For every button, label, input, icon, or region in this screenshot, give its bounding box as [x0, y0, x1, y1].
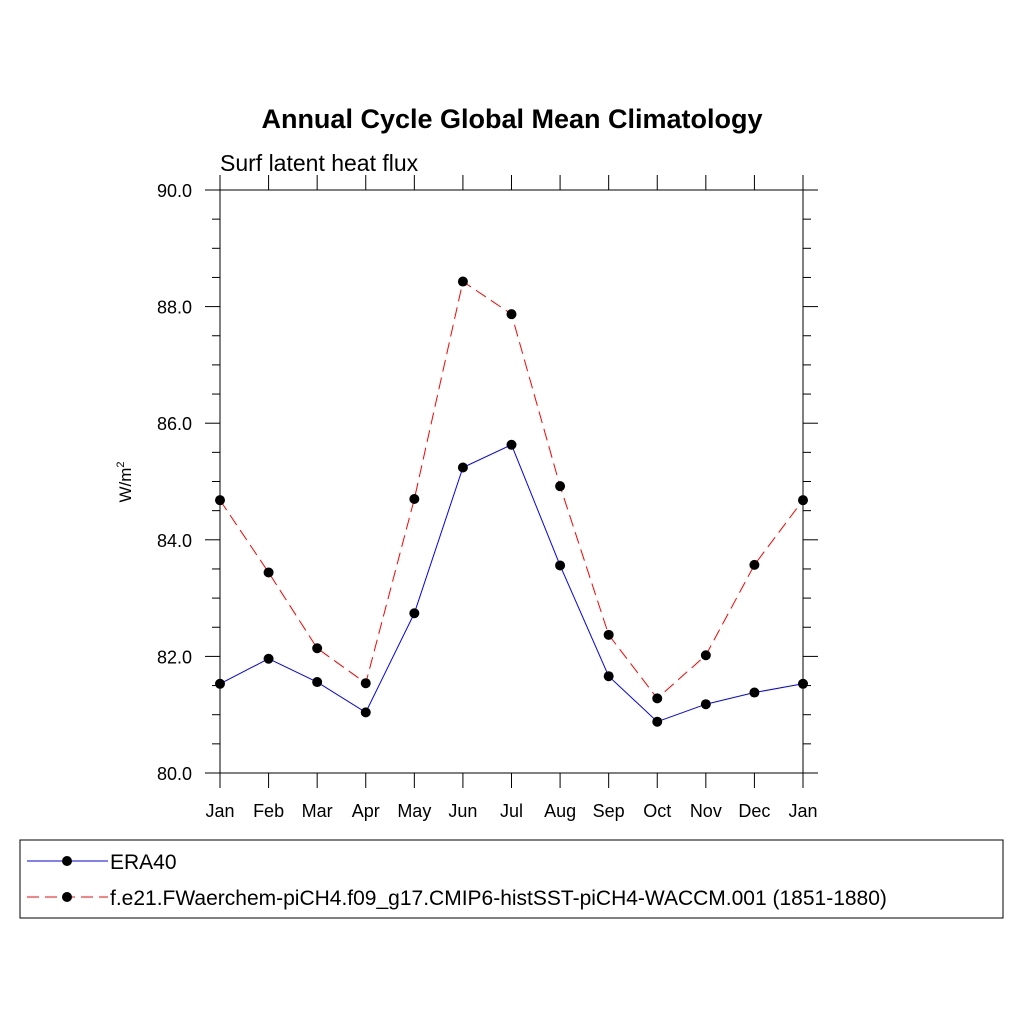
y-tick-label: 86.0 — [157, 414, 192, 434]
legend-label-era40: ERA40 — [110, 851, 177, 874]
data-point-series-1 — [409, 493, 420, 504]
x-tick-label: Jul — [500, 801, 523, 821]
chart-subtitle: Surf latent heat flux — [220, 150, 419, 176]
legend-marker-era40 — [62, 856, 72, 866]
y-tick-label: 80.0 — [157, 764, 192, 784]
data-point-series-0 — [555, 560, 566, 571]
series-line-0 — [219, 444, 804, 723]
x-tick-label: Mar — [302, 801, 333, 821]
data-point-series-1 — [700, 650, 711, 661]
legend: ERA40 f.e21.FWaerchem-piCH4.f09_g17.CMIP… — [19, 839, 1004, 919]
data-point-series-0 — [215, 678, 225, 689]
data-point-series-1 — [555, 481, 566, 492]
data-point-series-1 — [312, 643, 323, 654]
y-axis-label-text: W/m — [116, 468, 135, 503]
x-tick-label: Feb — [253, 801, 284, 821]
chart-title: Annual Cycle Global Mean Climatology — [261, 104, 762, 134]
x-tick-label: Apr — [352, 801, 380, 821]
data-point-series-1 — [749, 559, 760, 570]
data-point-series-0 — [798, 678, 808, 689]
data-point-series-0 — [652, 716, 663, 727]
data-point-series-0 — [749, 687, 760, 698]
data-point-series-0 — [506, 439, 517, 450]
x-tick-label: Aug — [544, 801, 576, 821]
data-point-series-1 — [506, 309, 517, 320]
x-axis-ticks: Jan Feb Mar Apr May Jun Jul Aug Sep Oct Nov Dec Jan — [205, 175, 818, 821]
series-markers — [215, 276, 808, 727]
x-tick-label: Jan — [205, 801, 234, 821]
data-point-series-1 — [603, 629, 614, 640]
x-tick-label: Nov — [690, 801, 722, 821]
data-point-series-0 — [700, 699, 711, 710]
y-tick-label: 90.0 — [157, 181, 192, 201]
y-axis-label: W/m2 — [115, 461, 135, 502]
data-point-series-1 — [215, 495, 225, 506]
y-tick-label: 84.0 — [157, 531, 192, 551]
x-tick-label: Oct — [643, 801, 671, 821]
data-point-series-1 — [798, 495, 808, 506]
y-axis-ticks: 80.0 82.0 84.0 86.0 88.0 90.0 — [157, 181, 818, 784]
legend-item-model: f.e21.FWaerchem-piCH4.f09_g17.CMIP6-hist… — [27, 887, 887, 910]
data-point-series-1 — [652, 693, 663, 704]
series-line-1 — [219, 280, 804, 700]
x-tick-label: May — [397, 801, 431, 821]
data-point-series-1 — [457, 276, 468, 287]
data-point-series-0 — [263, 653, 274, 664]
x-tick-label: Dec — [738, 801, 770, 821]
y-axis-label-superscript: 2 — [115, 461, 127, 467]
plot-frame — [219, 189, 804, 774]
series-lines — [219, 280, 804, 723]
data-point-series-0 — [603, 671, 614, 682]
legend-item-era40: ERA40 — [27, 851, 177, 874]
legend-box — [19, 839, 1004, 919]
x-tick-label: Jun — [448, 801, 477, 821]
x-tick-label: Sep — [593, 801, 625, 821]
data-point-series-1 — [263, 567, 274, 578]
x-tick-label: Jan — [788, 801, 817, 821]
y-tick-label: 82.0 — [157, 647, 192, 667]
data-point-series-0 — [360, 707, 371, 718]
data-point-series-0 — [312, 677, 323, 688]
y-tick-label: 88.0 — [157, 298, 192, 318]
plot-area: 80.0 82.0 84.0 86.0 88.0 90.0 Jan Feb Mar Apr May… — [157, 175, 818, 821]
data-point-series-0 — [409, 608, 420, 619]
legend-label-model: f.e21.FWaerchem-piCH4.f09_g17.CMIP6-hist… — [110, 887, 887, 910]
legend-marker-model — [62, 892, 72, 902]
data-point-series-1 — [360, 678, 371, 689]
data-point-series-0 — [457, 462, 468, 473]
